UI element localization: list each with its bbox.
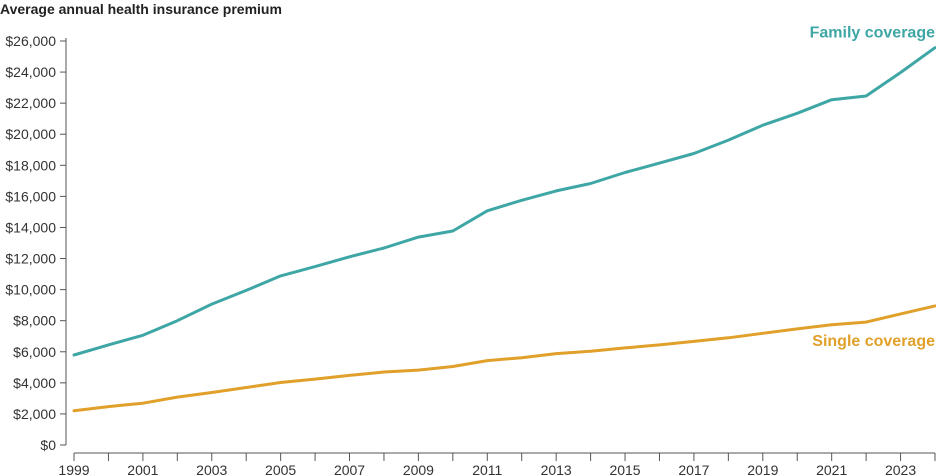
y-tick-label: $16,000 [5, 188, 56, 204]
x-tick-label: 2011 [472, 462, 502, 476]
x-tick-label: 2009 [403, 462, 434, 476]
y-tick-label: $6,000 [13, 344, 56, 360]
series-labels: Family coverage Single coverage [810, 25, 936, 350]
y-tick-label: $26,000 [5, 33, 56, 49]
y-axis: $0 $2,000 $4,000 $6,000 $8,000 $10,000 $12,000… [5, 33, 67, 453]
x-axis: 1999 2001 2003 2005 2007 2009 2011 2013 2015 2017… [58, 452, 936, 476]
y-tick-label: $14,000 [5, 219, 56, 235]
x-tick-label: 2007 [334, 462, 365, 476]
family-coverage-label: Family coverage [810, 25, 936, 42]
y-tick-label: $24,000 [5, 64, 56, 80]
single-coverage-label: Single coverage [812, 333, 935, 350]
x-tick-label: 2001 [127, 462, 158, 476]
x-tick-label: 2005 [265, 462, 296, 476]
x-tick-label: 2017 [678, 462, 709, 476]
x-tick-label: 2021 [816, 462, 847, 476]
x-tick-label: 2013 [541, 462, 572, 476]
y-tick-label: $8,000 [13, 313, 56, 329]
y-tick-label: $4,000 [13, 375, 56, 391]
single-coverage-line [72, 304, 936, 413]
x-tick-label: 2003 [196, 462, 227, 476]
y-tick-label: $0 [40, 437, 56, 453]
y-tick-label: $2,000 [13, 406, 56, 422]
y-tick-label: $12,000 [5, 251, 56, 267]
x-tick-label: 2019 [747, 462, 778, 476]
x-tick-label: 2023 [885, 462, 916, 476]
series-lines [72, 46, 936, 413]
x-tick-label: 1999 [58, 462, 89, 476]
y-tick-label: $18,000 [5, 157, 56, 173]
x-tick-label: 2015 [609, 462, 640, 476]
y-tick-label: $20,000 [5, 126, 56, 142]
y-tick-label: $10,000 [5, 282, 56, 298]
family-coverage-line [72, 46, 936, 357]
y-tick-label: $22,000 [5, 95, 56, 111]
chart-title: Average annual health insurance premium [0, 1, 282, 17]
